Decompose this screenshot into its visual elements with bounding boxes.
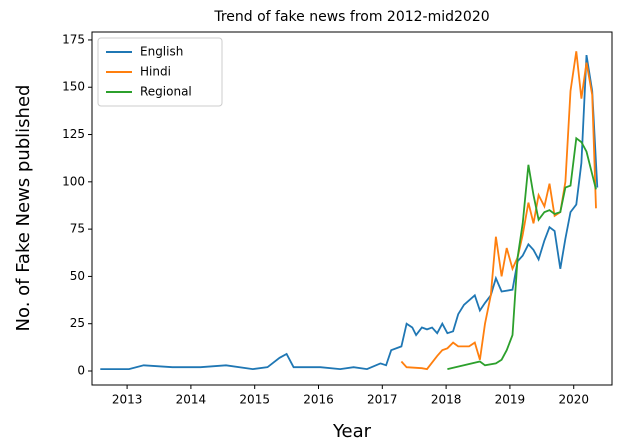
x-tick-label: 2019	[495, 393, 526, 407]
legend-label: Hindi	[140, 65, 171, 79]
y-axis-label: No. of Fake News published	[13, 85, 34, 332]
y-tick-label: 50	[70, 269, 85, 283]
chart-title: Trend of fake news from 2012-mid2020	[213, 9, 489, 25]
y-tick-label: 175	[62, 32, 85, 46]
legend-label: English	[140, 45, 183, 59]
x-axis-label: Year	[332, 421, 372, 442]
series-line	[400, 51, 597, 371]
y-tick-label: 125	[62, 127, 85, 141]
y-tick-label: 25	[70, 316, 85, 330]
y-tick-label: 150	[62, 80, 85, 94]
y-tick-label: 75	[70, 222, 85, 236]
x-tick-label: 2017	[367, 393, 398, 407]
plot-frame	[91, 31, 613, 386]
x-tick-label: 2014	[176, 393, 207, 407]
x-tick-label: 2018	[431, 393, 462, 407]
series-line	[447, 136, 597, 370]
legend: English Hindi Regional	[97, 37, 223, 107]
x-tick-label: 2013	[112, 393, 143, 407]
legend-label: Regional	[140, 85, 192, 99]
y-tick-label: 0	[77, 364, 85, 378]
series-line	[100, 54, 599, 371]
x-tick-label: 2016	[303, 393, 334, 407]
x-tick-label: 2015	[239, 393, 270, 407]
y-tick-label: 100	[62, 174, 85, 188]
legend-box	[97, 37, 223, 107]
x-tick-label: 2020	[558, 393, 589, 407]
